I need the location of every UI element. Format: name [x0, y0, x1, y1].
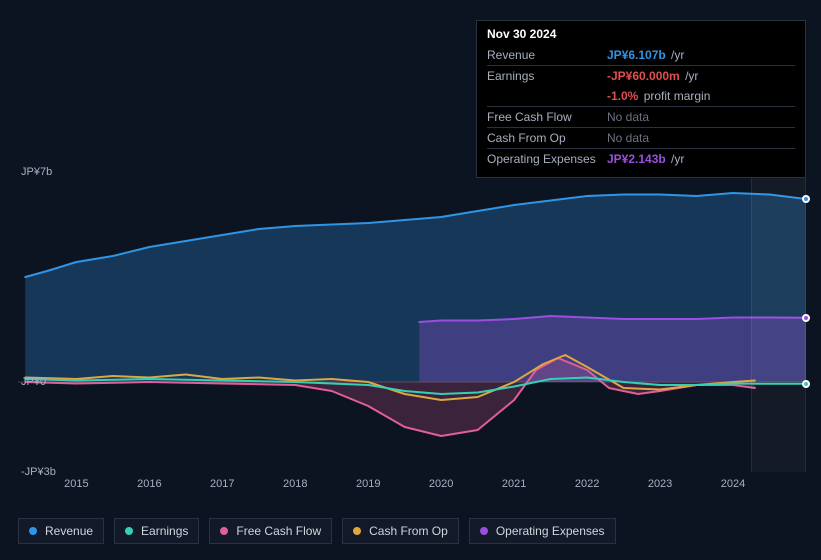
legend-dot-icon [220, 527, 228, 535]
x-axis: 2015 2016 2017 2018 2019 2020 2021 2022 2023 2024 [18, 478, 806, 498]
legend-label: Earnings [141, 524, 188, 538]
tooltip-row-label [487, 86, 607, 107]
hover-band [751, 172, 806, 472]
series-marker [802, 195, 810, 203]
tooltip-row-value: JP¥6.107b /yr [607, 45, 795, 66]
tooltip-row-value: -1.0% profit margin [607, 86, 795, 107]
legend-item[interactable]: Free Cash Flow [209, 518, 332, 544]
chart-svg [18, 172, 806, 472]
tooltip-row-value: No data [607, 128, 795, 149]
y-axis-label: -JP¥3b [21, 466, 56, 478]
legend-dot-icon [125, 527, 133, 535]
x-axis-label: 2022 [575, 478, 599, 490]
tooltip-row-label: Free Cash Flow [487, 107, 607, 128]
y-axis-label: JP¥7b [21, 166, 52, 178]
legend-item[interactable]: Earnings [114, 518, 199, 544]
tooltip-row-label: Earnings [487, 66, 607, 87]
x-axis-label: 2020 [429, 478, 453, 490]
legend-label: Revenue [45, 524, 93, 538]
legend-item[interactable]: Revenue [18, 518, 104, 544]
legend-label: Cash From Op [369, 524, 448, 538]
chart-tooltip: Nov 30 2024 RevenueJP¥6.107b /yrEarnings… [476, 20, 806, 178]
x-axis-label: 2021 [502, 478, 526, 490]
tooltip-row-value: -JP¥60.000m /yr [607, 66, 795, 87]
tooltip-table: RevenueJP¥6.107b /yrEarnings-JP¥60.000m … [487, 45, 795, 169]
financials-chart[interactable]: JP¥7b JP¥0 -JP¥3b 2015 2016 2017 2018 2019 2020… [18, 160, 806, 500]
tooltip-row-label: Revenue [487, 45, 607, 66]
tooltip-date: Nov 30 2024 [487, 27, 795, 45]
x-axis-label: 2015 [64, 478, 88, 490]
legend-dot-icon [353, 527, 361, 535]
tooltip-row-label: Cash From Op [487, 128, 607, 149]
legend-label: Free Cash Flow [236, 524, 321, 538]
x-axis-label: 2018 [283, 478, 307, 490]
chart-legend: Revenue Earnings Free Cash Flow Cash From O… [18, 518, 616, 544]
x-axis-label: 2023 [648, 478, 672, 490]
tooltip-row-value: No data [607, 107, 795, 128]
tooltip-row-value: JP¥2.143b /yr [607, 149, 795, 170]
x-axis-label: 2016 [137, 478, 161, 490]
legend-label: Operating Expenses [496, 524, 605, 538]
y-axis-label: JP¥0 [21, 376, 46, 388]
legend-item[interactable]: Operating Expenses [469, 518, 616, 544]
x-axis-label: 2024 [721, 478, 745, 490]
legend-dot-icon [480, 527, 488, 535]
series-marker [802, 380, 810, 388]
x-axis-label: 2019 [356, 478, 380, 490]
x-axis-label: 2017 [210, 478, 234, 490]
tooltip-row-label: Operating Expenses [487, 149, 607, 170]
legend-item[interactable]: Cash From Op [342, 518, 459, 544]
legend-dot-icon [29, 527, 37, 535]
series-marker [802, 314, 810, 322]
